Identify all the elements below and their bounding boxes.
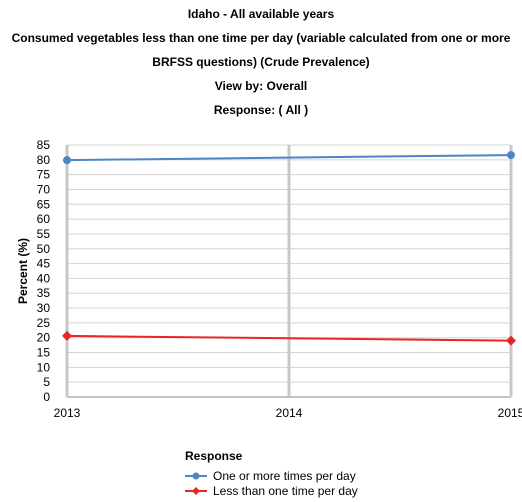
series-line bbox=[66, 334, 512, 342]
data-point[interactable] bbox=[62, 330, 72, 341]
y-tick-label: 80 bbox=[37, 153, 51, 167]
legend-title: Response bbox=[185, 449, 243, 463]
x-tick-label: 2015 bbox=[498, 406, 522, 420]
y-tick-label: 5 bbox=[43, 375, 50, 389]
y-tick-label: 55 bbox=[37, 227, 51, 241]
legend-label-series-2: Less than one time per day bbox=[213, 483, 358, 498]
y-tick-label: 20 bbox=[37, 331, 51, 345]
chart-titles: Idaho - All available years Consumed veg… bbox=[0, 8, 522, 128]
y-axis-title: Percent (%) bbox=[16, 238, 30, 304]
y-tick-label: 25 bbox=[37, 316, 51, 330]
legend: Response One or more times per day Less … bbox=[185, 449, 358, 498]
chart-response: Response: ( All ) bbox=[213, 103, 309, 117]
legend-circle-marker-icon bbox=[185, 472, 207, 479]
y-tick-label: 75 bbox=[37, 168, 51, 182]
legend-item-series-1[interactable]: One or more times per day bbox=[185, 468, 358, 483]
chart-subtitle-1: Consumed vegetables less than one time p… bbox=[11, 31, 511, 45]
y-tick-label: 15 bbox=[37, 346, 51, 360]
y-tick-label: 35 bbox=[37, 286, 51, 300]
x-tick-labels: 2013 2014 2015 bbox=[54, 406, 522, 420]
x-tick-label: 2013 bbox=[54, 406, 81, 420]
y-tick-label: 65 bbox=[37, 197, 51, 211]
y-tick-label: 10 bbox=[37, 360, 51, 374]
chart-subtitle-2: BRFSS questions) (Crude Prevalence) bbox=[152, 55, 370, 69]
grid-lines bbox=[65, 144, 513, 398]
y-tick-label: 40 bbox=[37, 271, 51, 285]
y-tick-label: 85 bbox=[37, 138, 51, 152]
y-tick-label: 50 bbox=[37, 242, 51, 256]
y-tick-label: 45 bbox=[37, 257, 51, 271]
y-tick-label: 60 bbox=[37, 212, 51, 226]
chart-view-by: View by: Overall bbox=[214, 79, 308, 93]
legend-label-series-1: One or more times per day bbox=[213, 468, 356, 483]
series-group bbox=[62, 151, 516, 346]
y-tick-label: 70 bbox=[37, 182, 51, 196]
legend-diamond-marker-icon bbox=[185, 486, 207, 495]
legend-item-series-2[interactable]: Less than one time per day bbox=[185, 483, 358, 498]
chart-title: Idaho - All available years bbox=[187, 7, 335, 21]
series-line bbox=[66, 154, 512, 162]
x-tick-label: 2014 bbox=[276, 406, 303, 420]
data-point[interactable] bbox=[506, 335, 516, 346]
data-point[interactable] bbox=[63, 156, 71, 165]
y-tick-label: 0 bbox=[43, 390, 50, 404]
y-tick-label: 30 bbox=[37, 301, 51, 315]
data-point[interactable] bbox=[507, 151, 515, 160]
